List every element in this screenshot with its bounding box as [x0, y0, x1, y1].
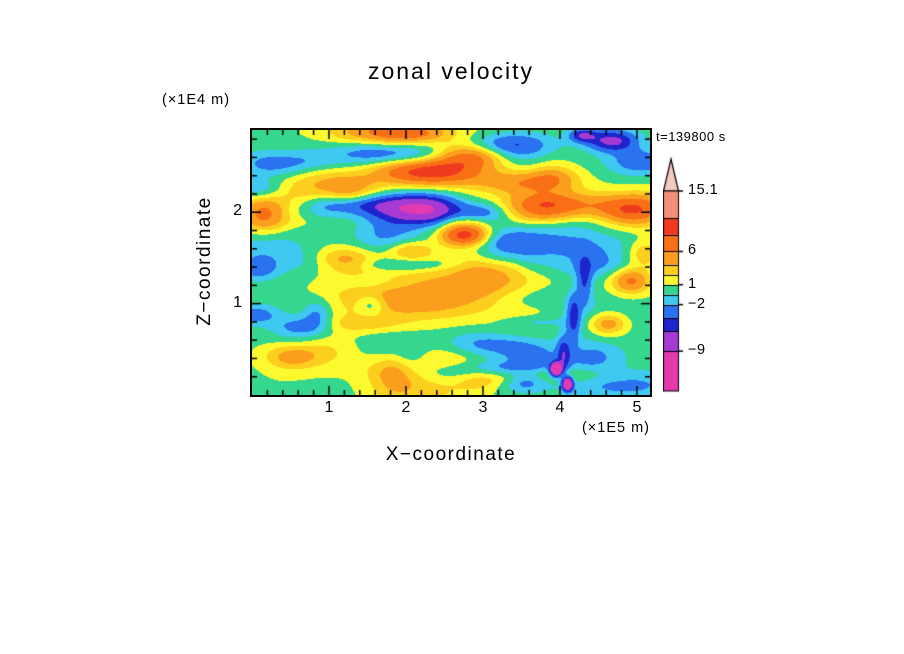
colorbar-labels: 15.1 6 1 −2 −9 — [688, 157, 748, 397]
colorbar-label: −2 — [688, 295, 706, 312]
x-tick-label: 3 — [478, 399, 488, 416]
x-tick-label: 5 — [632, 399, 642, 416]
colorbar — [663, 157, 687, 393]
time-annotation: t=139800 s — [656, 129, 726, 144]
x-tick-label: 4 — [555, 399, 565, 416]
colorbar-label: 6 — [688, 242, 697, 259]
contour-field-canvas — [252, 130, 650, 395]
colorbar-label: −9 — [688, 342, 706, 359]
x-tick-label: 2 — [401, 399, 411, 416]
plot-frame — [250, 128, 652, 397]
colorbar-label: 1 — [688, 275, 697, 292]
y-axis-unit-label: (×1E4 m) — [162, 92, 231, 108]
colorbar-label: 15.1 — [688, 182, 719, 198]
y-axis-title: Z−coordinate — [194, 196, 215, 326]
x-tick-label: 1 — [324, 399, 334, 416]
chart-title: zonal velocity — [367, 58, 535, 84]
x-tick-labels: 1 2 3 4 5 — [252, 399, 650, 419]
x-axis-title: X−coordinate — [385, 444, 517, 465]
y-tick-label: 1 — [233, 293, 242, 311]
y-tick-label: 2 — [233, 202, 242, 220]
x-axis-unit-label: (×1E5 m) — [581, 420, 650, 436]
